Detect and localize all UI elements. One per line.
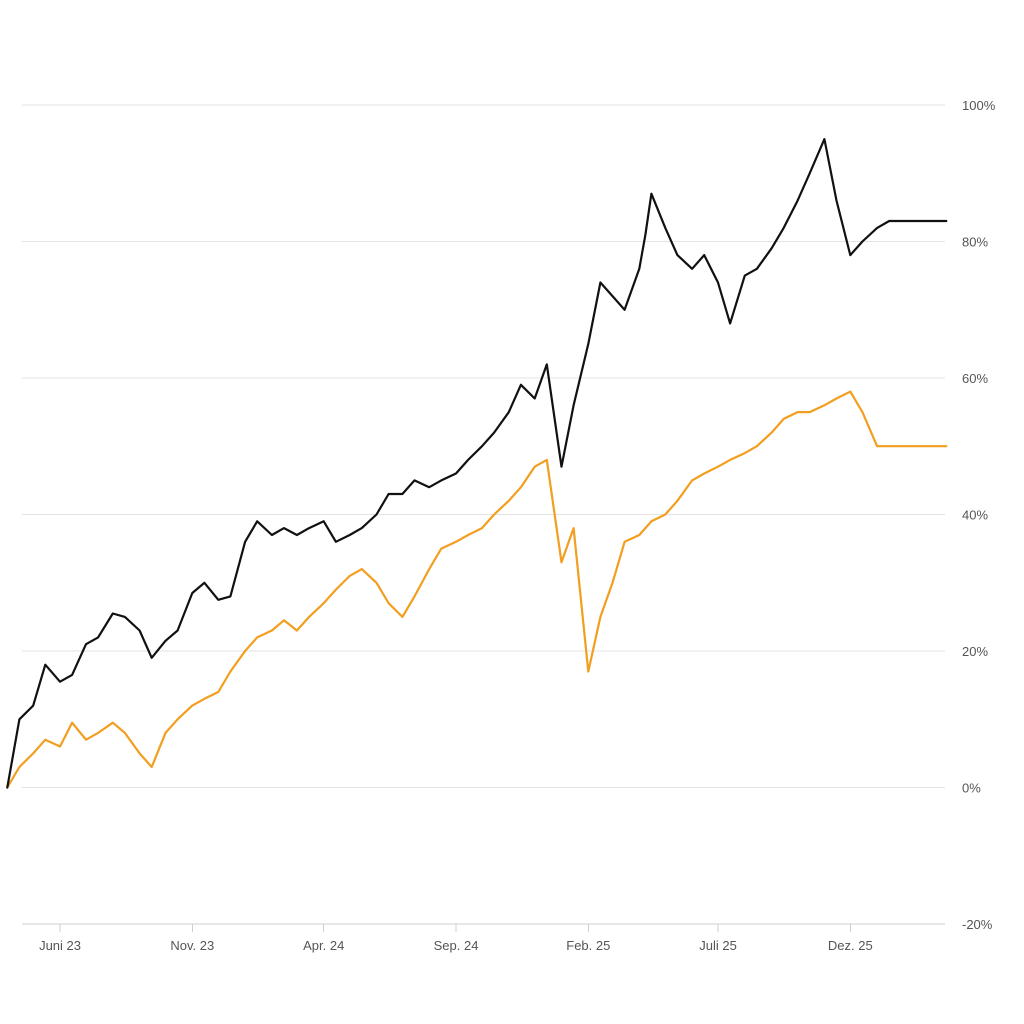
y-tick-label: 40%: [962, 508, 988, 523]
x-tick-label: Sep. 24: [434, 938, 479, 953]
y-tick-label: 20%: [962, 644, 988, 659]
y-tick-label: 80%: [962, 235, 988, 250]
series-line-black: [6, 138, 948, 789]
y-tick-label: -20%: [962, 917, 993, 932]
x-tick-label: Apr. 24: [303, 938, 344, 953]
y-tick-label: 100%: [962, 98, 996, 113]
x-axis: Juni 23 Nov. 23 Apr. 24 Sep. 24 Feb. 25 Juli …: [22, 923, 945, 953]
series-line-orange: [6, 390, 948, 789]
y-axis-labels: 100% 80% 60% 40% 20% 0% -20%: [962, 98, 996, 932]
x-tick-label: Juli 25: [699, 938, 737, 953]
x-tick-label: Feb. 25: [566, 938, 610, 953]
gridlines: [22, 104, 945, 788]
x-tick-label: Dez. 25: [828, 938, 873, 953]
series-lines: [6, 138, 948, 789]
y-tick-label: 0%: [962, 781, 981, 796]
x-tick-label: Nov. 23: [170, 938, 214, 953]
y-tick-label: 60%: [962, 371, 988, 386]
x-tick-label: Juni 23: [39, 938, 81, 953]
